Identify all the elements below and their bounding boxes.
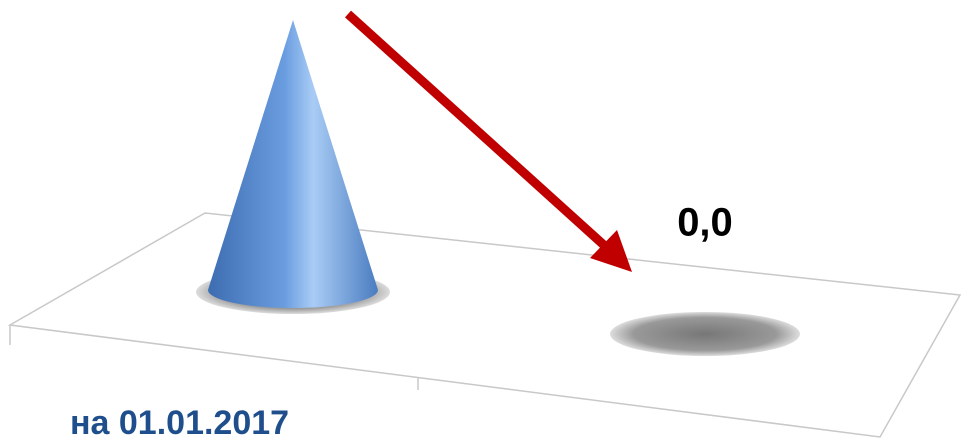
x-tick-label: на 01.01.2017: [70, 404, 289, 442]
cone: [208, 20, 378, 308]
base-shadow: [610, 312, 800, 356]
floor: [7, 212, 961, 438]
data-label: 0,0: [677, 201, 733, 245]
arrow: [344, 10, 632, 272]
